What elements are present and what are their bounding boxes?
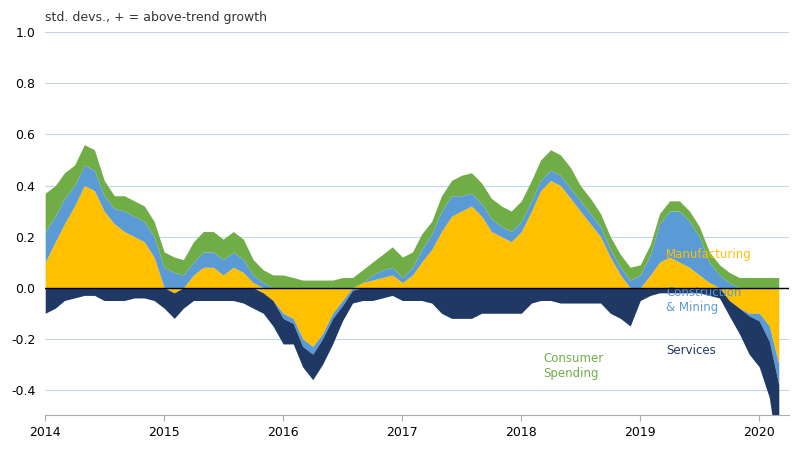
Text: Consumer
Spending: Consumer Spending	[543, 351, 604, 380]
Text: Construction
& Mining: Construction & Mining	[666, 287, 742, 315]
Text: Manufacturing: Manufacturing	[666, 248, 752, 261]
Text: Services: Services	[666, 344, 716, 357]
Text: std. devs., + = above-trend growth: std. devs., + = above-trend growth	[46, 11, 267, 24]
